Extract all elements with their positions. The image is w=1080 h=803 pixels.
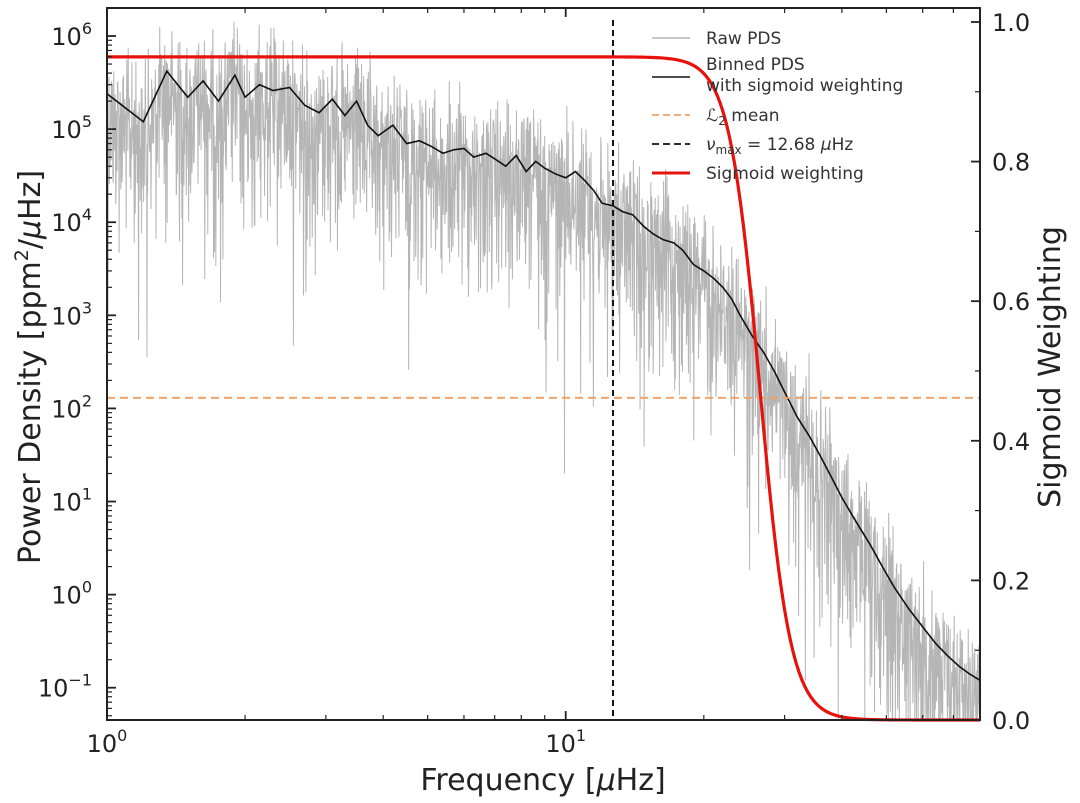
legend-label-sigmoid: Sigmoid weighting (706, 164, 864, 184)
raw-pds-layer (106, 21, 981, 721)
legend-label-binned: Binned PDS (706, 55, 805, 75)
y-tick-label: 102 (51, 391, 92, 423)
y-tick-label: 105 (51, 112, 92, 144)
legend-label-l2: ℒ2 mean (706, 106, 780, 128)
x-tick-label: 100 (87, 726, 128, 758)
y2-tick-label: 0.0 (992, 707, 1030, 735)
y-axis-ticks: 10−1 100 101 102 103 104 105 106 (38, 7, 116, 717)
legend-label-binned-line2: with sigmoid weighting (706, 76, 903, 96)
y2-tick-label: 0.2 (992, 567, 1030, 595)
x-axis-ticks: 100 101 (87, 8, 981, 758)
sigmoid-layer (107, 55, 980, 722)
binned-pds-line (106, 69, 981, 682)
legend: Raw PDS Binned PDS with sigmoid weightin… (652, 29, 903, 184)
x-tick-label: 101 (545, 726, 586, 758)
y2-tick-label: 0.4 (992, 428, 1030, 456)
y-tick-label: 103 (51, 298, 92, 330)
y2-tick-label: 1.0 (992, 9, 1030, 37)
y-tick-label: 10−1 (38, 671, 92, 703)
binned-pds-layer (106, 69, 981, 682)
raw-pds-line (106, 21, 981, 721)
reference-lines-layer (107, 20, 980, 720)
legend-label-numax: νmax = 12.68 μHz (706, 135, 853, 157)
y2-tick-label: 0.8 (992, 149, 1030, 177)
legend-label-raw: Raw PDS (706, 29, 781, 49)
y-tick-label: 101 (51, 485, 92, 517)
y2-axis-ticks: 0.0 0.2 0.4 0.6 0.8 1.0 (971, 9, 1030, 735)
x-axis-title: Frequency [μHz] (420, 763, 665, 798)
y2-axis-title: Sigmoid Weighting (1033, 226, 1068, 508)
y-tick-label: 100 (51, 578, 92, 610)
y-tick-label: 104 (51, 205, 92, 237)
y-axis-title: Power Density [ppm2/μHz] (11, 170, 48, 564)
y2-tick-label: 0.6 (992, 288, 1030, 316)
y-tick-label: 106 (51, 19, 92, 51)
sigmoid-line (107, 55, 980, 722)
